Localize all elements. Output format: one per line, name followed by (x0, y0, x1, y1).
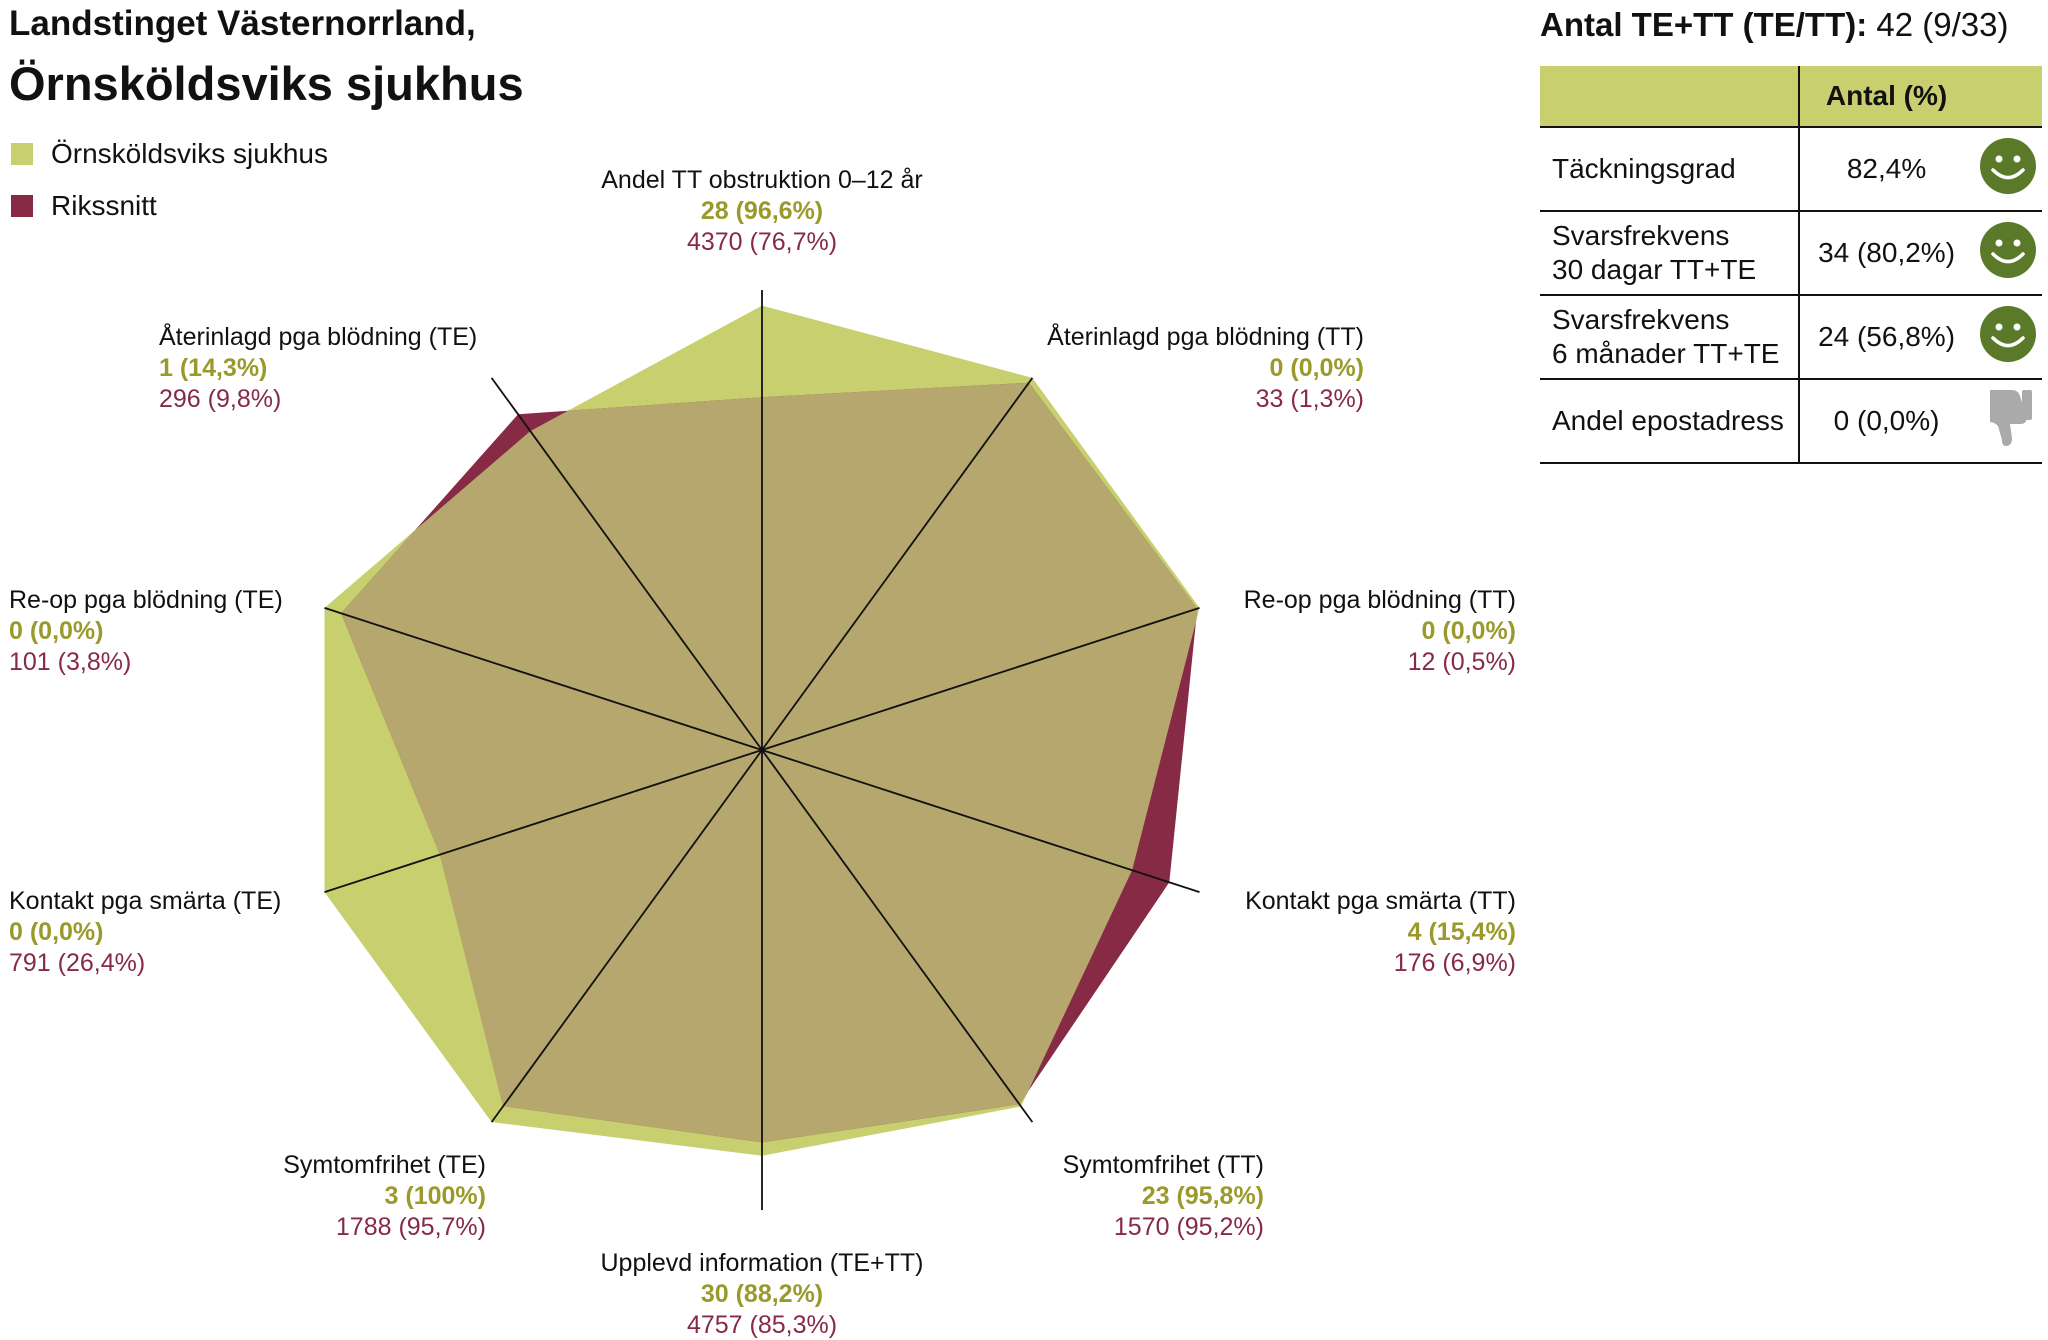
chart-title-hospital: Örnsköldsviks sjukhus (9, 57, 524, 110)
axis-value-national: 1570 (95,2%) (1114, 1213, 1264, 1241)
axis-label: Andel TT obstruktion 0–12 år (601, 166, 923, 194)
axis-value-national: 4370 (76,7%) (687, 228, 837, 256)
table-row-label: Andel epostadress (1540, 378, 1801, 464)
axis-label: Återinlagd pga blödning (TE) (159, 321, 477, 351)
axis-value-hospital: 0 (0,0%) (9, 918, 103, 946)
axis-line (324, 749, 763, 893)
axis-value-hospital: 23 (95,8%) (1142, 1182, 1264, 1210)
table-row: Svarsfrekvens 6 månader TT+TE 24 (56,8%) (1540, 294, 2042, 379)
chart-title-region: Landstinget Västernorrland, (9, 4, 476, 43)
axis-line (761, 749, 1200, 893)
axis-value-national: 1788 (95,7%) (336, 1213, 486, 1241)
legend-swatch-hospital (11, 143, 33, 165)
axis-value-hospital: 0 (0,0%) (1270, 354, 1364, 382)
legend-label-hospital: Örnsköldsviks sjukhus (51, 138, 328, 169)
axis-value-national: 4757 (85,3%) (687, 1311, 837, 1339)
stats-table: Antal (%) Täckningsgrad 82,4% Svarsfrekv… (1540, 66, 2042, 464)
table-row-label: Svarsfrekvens 30 dagar TT+TE (1540, 210, 1801, 295)
axis-value-national: 12 (0,5%) (1408, 648, 1516, 676)
table-header-empty (1540, 66, 1801, 127)
axis-value-national: 33 (1,3%) (1256, 385, 1364, 413)
axis-value-hospital: 30 (88,2%) (701, 1280, 823, 1308)
table-row-label: Svarsfrekvens 6 månader TT+TE (1540, 294, 1801, 379)
smiley-icon (1973, 294, 2042, 379)
axis-label: Kontakt pga smärta (TE) (9, 887, 281, 915)
thumbs-down-icon (1973, 378, 2042, 464)
table-row-value: 34 (80,2%) (1799, 210, 1974, 295)
axis-line (490, 377, 763, 751)
row-label-line1: Svarsfrekvens (1552, 220, 1730, 251)
row-label-line2: 30 dagar TT+TE (1552, 254, 1757, 285)
row-label-line2: 6 månader TT+TE (1552, 338, 1780, 369)
axis-label: Symtomfrihet (TT) (1063, 1151, 1264, 1179)
table-row: Svarsfrekvens 30 dagar TT+TE 34 (80,2%) (1540, 210, 2042, 295)
axis-label: Re-op pga blödning (TT) (1244, 586, 1516, 614)
table-row: Täckningsgrad 82,4% (1540, 126, 2042, 211)
table-title-label: Antal TE+TT (TE/TT): (1540, 6, 1868, 43)
axis-value-hospital: 1 (14,3%) (159, 354, 267, 382)
table-row-label: Täckningsgrad (1540, 126, 1801, 211)
axis-value-national: 101 (3,8%) (9, 648, 131, 676)
legend-swatch-national (11, 195, 33, 217)
table-header-row: Antal (%) (1540, 66, 2042, 127)
table-row-value: 82,4% (1799, 126, 1974, 211)
table-row-value: 0 (0,0%) (1799, 378, 1974, 464)
table-row-value: 24 (56,8%) (1799, 294, 1974, 379)
axis-line (761, 377, 1034, 751)
legend-label-national: Rikssnitt (51, 190, 157, 221)
axis-line (761, 749, 1034, 1123)
table-header-icon (1973, 66, 2042, 127)
table-header-antal: Antal (%) (1825, 80, 1948, 111)
axis-value-national: 791 (26,4%) (9, 949, 145, 977)
axis-label: Kontakt pga smärta (TT) (1245, 887, 1516, 915)
axis-label: Upplevd information (TE+TT) (600, 1249, 923, 1277)
axis-value-hospital: 3 (100%) (385, 1182, 486, 1210)
axis-label: Återinlagd pga blödning (TT) (1047, 321, 1364, 351)
axis-value-national: 296 (9,8%) (159, 385, 281, 413)
row-label-line1: Täckningsgrad (1552, 153, 1736, 184)
axis-value-national: 176 (6,9%) (1394, 949, 1516, 977)
axis-value-hospital: 0 (0,0%) (9, 617, 103, 645)
row-label-line1: Svarsfrekvens (1552, 304, 1730, 335)
axis-label: Re-op pga blödning (TE) (9, 586, 283, 614)
legend-item-hospital: Örnsköldsviks sjukhus (11, 138, 328, 170)
radar-chart: Andel TT obstruktion 0–12 år 28 (96,6%) 43… (9, 166, 1516, 1339)
axis-value-hospital: 4 (15,4%) (1408, 918, 1516, 946)
row-label-line1: Andel epostadress (1552, 405, 1784, 436)
legend-item-national: Rikssnitt (11, 190, 157, 222)
table-row: Andel epostadress 0 (0,0%) (1540, 378, 2042, 464)
axis-value-hospital: 28 (96,6%) (701, 197, 823, 225)
axis-value-hospital: 0 (0,0%) (1422, 617, 1516, 645)
axis-line (324, 607, 763, 751)
smiley-icon (1973, 210, 2042, 295)
axis-line (490, 749, 763, 1123)
series-area-overlap (341, 382, 1198, 1143)
smiley-icon (1973, 126, 2042, 211)
axis-line (761, 607, 1200, 751)
axis-label: Symtomfrihet (TE) (283, 1151, 486, 1179)
table-title-value: 42 (9/33) (1876, 6, 2009, 43)
table-title: Antal TE+TT (TE/TT): 42 (9/33) (1540, 6, 2008, 44)
